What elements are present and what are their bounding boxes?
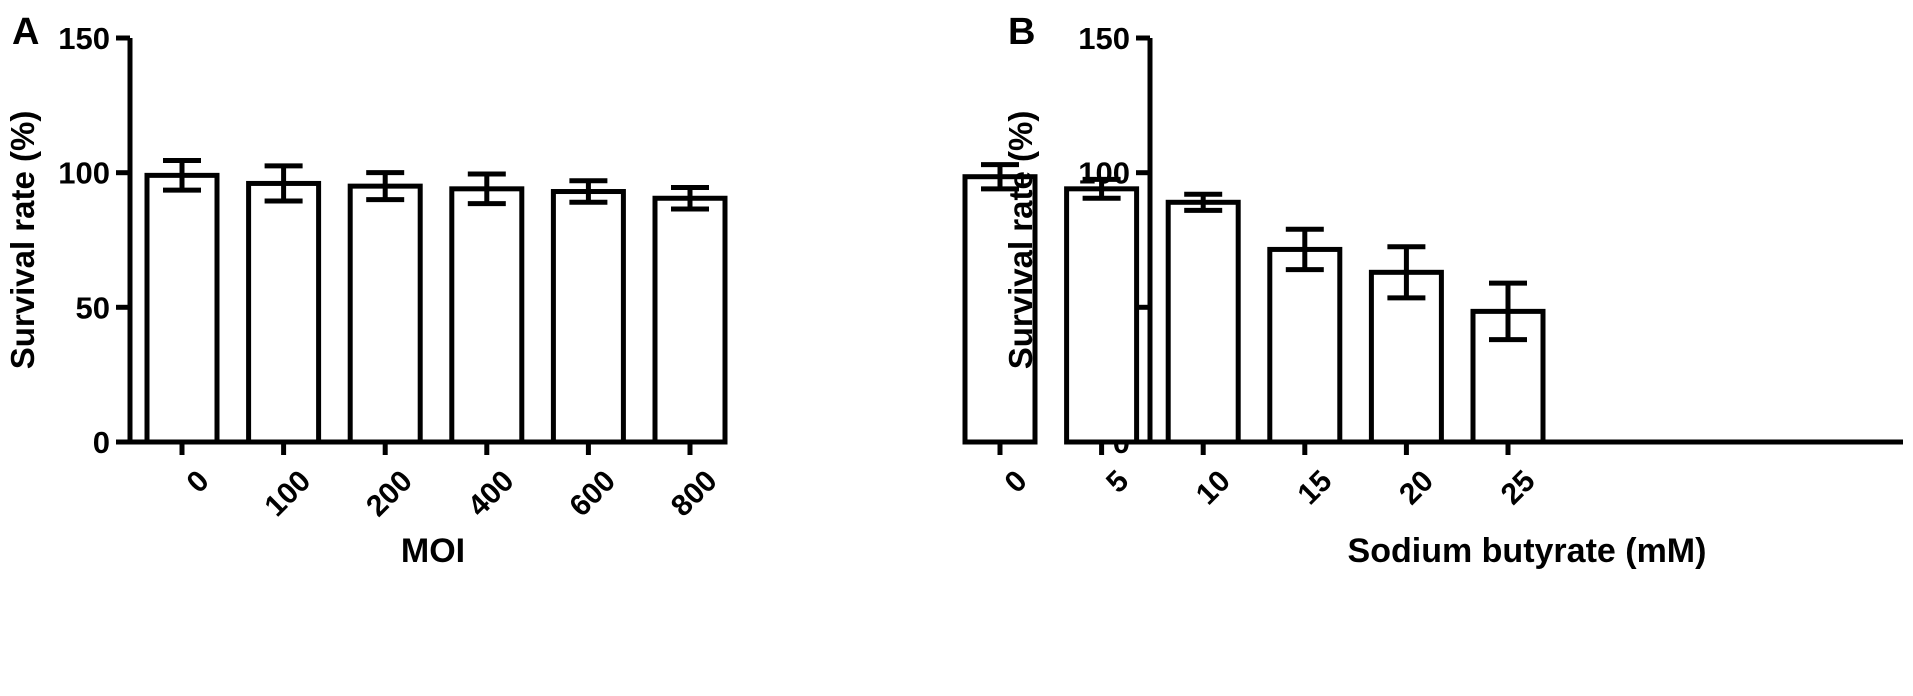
x-axis-title: MOI — [401, 532, 465, 570]
error-bar — [163, 158, 201, 193]
x-tick-label: 5 — [1100, 464, 1135, 499]
x-ticks: 0 100 200 400 600 800 — [179, 442, 724, 523]
x-tick-label: 600 — [563, 464, 622, 523]
x-tick-label: 15 — [1292, 464, 1339, 511]
bar — [449, 186, 525, 445]
bars — [144, 158, 728, 445]
chart-panel-a: A 0 50 100 150 0 100 200 400 600 800 Survival… — [4, 11, 728, 570]
bar — [144, 172, 220, 445]
y-tick-label: 0 — [93, 425, 110, 460]
bar — [246, 180, 322, 445]
x-tick-label: 200 — [360, 464, 419, 523]
x-ticks: 0 5 10 15 20 25 — [997, 442, 1542, 511]
bar — [1368, 269, 1444, 445]
x-tick-label: 100 — [259, 464, 318, 523]
error-bar — [264, 163, 303, 204]
y-tick-label: 50 — [76, 290, 110, 325]
error-bar — [981, 162, 1019, 192]
y-axis-title: Survival rate (%) — [1002, 111, 1039, 370]
error-bar — [366, 170, 405, 203]
x-tick-label: 20 — [1393, 464, 1440, 511]
x-tick-label: 0 — [181, 464, 216, 499]
error-bar — [671, 184, 709, 212]
error-bar — [1489, 280, 1527, 343]
x-tick-label: 800 — [665, 464, 724, 523]
error-bar — [467, 171, 506, 207]
x-tick-label: 25 — [1495, 464, 1542, 511]
error-bar — [1387, 244, 1426, 301]
bar — [1165, 199, 1241, 445]
y-axis-title: Survival rate (%) — [4, 111, 41, 370]
error-bar — [569, 178, 608, 205]
error-bar — [1184, 191, 1223, 213]
y-tick-label: 150 — [58, 21, 110, 56]
error-bar — [1082, 176, 1121, 201]
x-tick-label: 400 — [462, 464, 521, 523]
bar — [550, 189, 626, 445]
bar — [1267, 246, 1343, 445]
bar — [652, 195, 728, 445]
y-tick-label: 150 — [1078, 21, 1130, 56]
y-ticks: 0 50 100 150 — [58, 21, 130, 460]
x-axis-title: Sodium butyrate (mM) — [1348, 532, 1707, 570]
panel-label: A — [12, 11, 39, 53]
x-tick-label: 0 — [999, 464, 1034, 499]
y-tick-label: 100 — [1078, 156, 1130, 191]
y-tick-label: 100 — [58, 156, 110, 191]
x-tick-label: 10 — [1190, 464, 1237, 511]
bar — [347, 183, 423, 445]
bar — [1064, 186, 1140, 445]
panel-label: B — [1008, 11, 1035, 53]
bars — [962, 162, 1546, 445]
error-bar — [1285, 226, 1324, 273]
